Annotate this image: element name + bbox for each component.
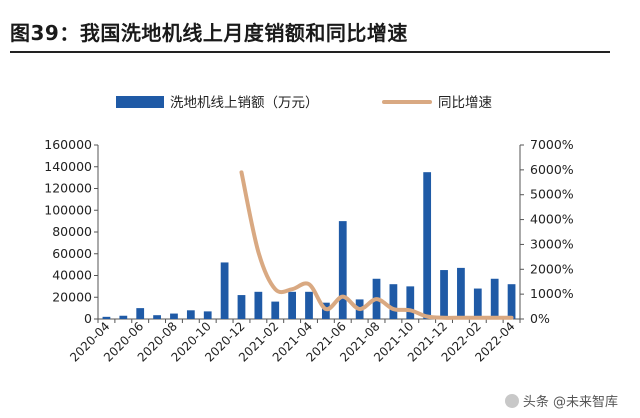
right-axis: 0% 1000% 2000% 3000% 4000% 5000% 6000% 7000% [519,137,574,326]
chart-title: 图39：我国洗地机线上月度销额和同比增速 [10,21,408,45]
legend-bar-label: 洗地机线上销额（万元） [170,95,319,111]
title-divider [10,51,610,53]
right-tick-label: 0% [530,311,550,326]
watermark-text: 头条 @未来智库 [522,395,618,410]
left-tick-label: 140000 [44,159,92,174]
left-tick-label: 60000 [52,246,92,261]
bar [186,310,195,319]
bar [203,311,212,319]
right-tick-label: 4000% [530,212,574,227]
right-tick-label: 7000% [530,137,574,152]
right-tick-label: 3000% [530,236,574,251]
bar [254,291,263,319]
bar [237,295,246,319]
bar [170,313,178,319]
bar [490,278,499,319]
bar [136,308,145,319]
left-axis: 0 20000 40000 60000 80000 100000 120000 140000 1… [44,137,99,326]
bar [507,284,516,319]
left-tick-label: 20000 [52,289,92,304]
watermark: 头条 @未来智库 [504,391,618,410]
right-tick-label: 1000% [530,286,574,301]
bar [457,267,465,319]
left-tick-label: 0 [84,311,92,326]
bar [220,262,229,319]
bar [305,291,313,319]
line-series [239,170,514,320]
growth-line [239,170,514,320]
legend-bar-swatch [116,96,164,108]
bar [271,301,280,319]
left-tick-label: 80000 [52,224,92,239]
bar [440,270,448,319]
watermark-logo-icon [504,393,519,408]
bar [102,316,111,319]
legend: 洗地机线上销额（万元） 同比增速 [116,95,492,111]
bar [288,291,297,319]
right-tick-label: 2000% [530,261,574,276]
left-tick-label: 160000 [44,137,92,152]
left-tick-label: 120000 [44,181,92,196]
right-tick-label: 6000% [530,162,574,177]
bar [338,221,347,319]
bar [119,315,128,319]
legend-line-label: 同比增速 [438,95,492,111]
bar [473,288,482,319]
bar [406,286,415,319]
left-tick-label: 100000 [44,202,92,217]
bar-series [102,172,516,319]
bar [153,315,161,319]
bar [389,284,398,319]
left-tick-label: 40000 [52,268,92,283]
bar [423,172,432,319]
right-tick-label: 5000% [530,187,574,202]
x-axis: 2020-042020-062020-082020-102020-122021-… [67,318,521,365]
